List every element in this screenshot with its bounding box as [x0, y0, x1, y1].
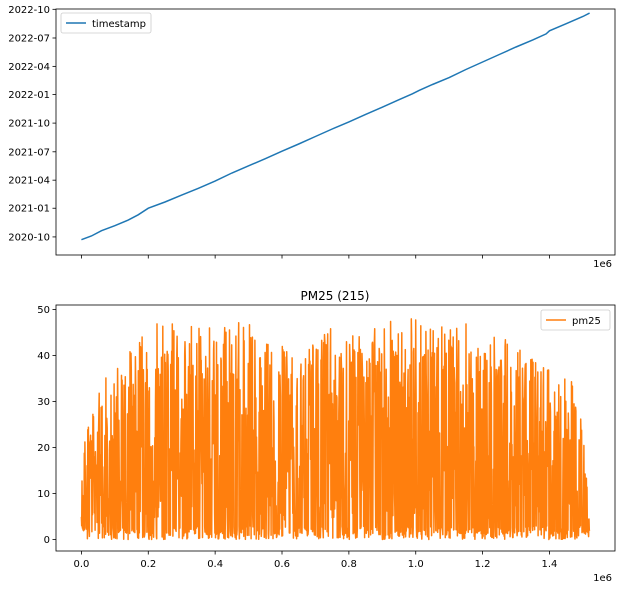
y-tick-label-bottom-4: 40 [37, 351, 50, 362]
legend-top: timestamp [60, 12, 152, 34]
x-tick-label-bottom-6: 1.2 [475, 559, 491, 570]
x-tick-label-bottom-0: 0.0 [73, 559, 89, 570]
x-tick-label-bottom-1: 0.2 [140, 559, 156, 570]
legend-box-bottom [540, 309, 611, 331]
y-tick-label-bottom-2: 20 [37, 443, 50, 454]
x-tick-label-bottom-5: 1.0 [408, 559, 424, 570]
legend-label-pm25: pm25 [572, 316, 601, 327]
x-tick-label-bottom-4: 0.8 [341, 559, 357, 570]
legend-box-top [60, 12, 152, 34]
axes-frame-bottom [55, 304, 616, 552]
x-ticks-bottom: 0.0 0.2 0.4 0.6 0.8 1.0 1.2 1.4 [73, 551, 557, 570]
legend-label-timestamp: timestamp [92, 19, 146, 30]
y-ticks-bottom: 0 10 20 30 40 50 [37, 305, 56, 546]
x-tick-label-bottom-7: 1.4 [542, 559, 558, 570]
x-offset-label-bottom: 1e6 [593, 573, 612, 584]
y-tick-label-top-5: 2022-01 [8, 90, 50, 101]
y-tick-label-top-2: 2021-04 [8, 176, 50, 187]
y-tick-label-top-0: 2020-10 [8, 232, 50, 243]
series-layer-top [81, 12, 590, 241]
y-tick-label-bottom-5: 50 [37, 305, 50, 316]
y-tick-label-top-8: 2022-10 [8, 5, 50, 16]
chart-title: PM25 (215) [301, 289, 370, 303]
y-tick-label-bottom-1: 10 [37, 489, 50, 500]
x-tick-label-bottom-2: 0.4 [207, 559, 223, 570]
timestamp-chart: 2020-10 2021-01 2021-04 2021-07 2021-10 2022-… [8, 5, 616, 270]
x-ticks-top [81, 255, 550, 259]
y-tick-label-bottom-0: 0 [44, 535, 50, 546]
x-tick-label-bottom-3: 0.6 [274, 559, 290, 570]
y-tick-label-bottom-3: 30 [37, 397, 50, 408]
y-ticks-top: 2020-10 2021-01 2021-04 2021-07 2021-10 2022-… [8, 5, 56, 243]
y-tick-label-top-1: 2021-01 [8, 204, 50, 215]
series-line-pm25 [80, 318, 591, 541]
legend-bottom: pm25 [540, 309, 611, 331]
y-tick-label-top-6: 2022-04 [8, 62, 50, 73]
plot-area-top [56, 9, 615, 255]
y-tick-label-top-3: 2021-07 [8, 147, 50, 158]
y-tick-label-top-4: 2021-10 [8, 119, 50, 130]
series-line-timestamp [81, 12, 590, 241]
series-layer-bottom [80, 318, 591, 541]
axes-frame-top [55, 8, 616, 256]
pm25-chart: PM25 (215) 0.0 0.2 0.4 0.6 0.8 1.0 1.2 1.4 0 10 2… [37, 289, 616, 584]
y-tick-label-top-7: 2022-07 [8, 33, 50, 44]
x-offset-label-top: 1e6 [593, 259, 612, 270]
